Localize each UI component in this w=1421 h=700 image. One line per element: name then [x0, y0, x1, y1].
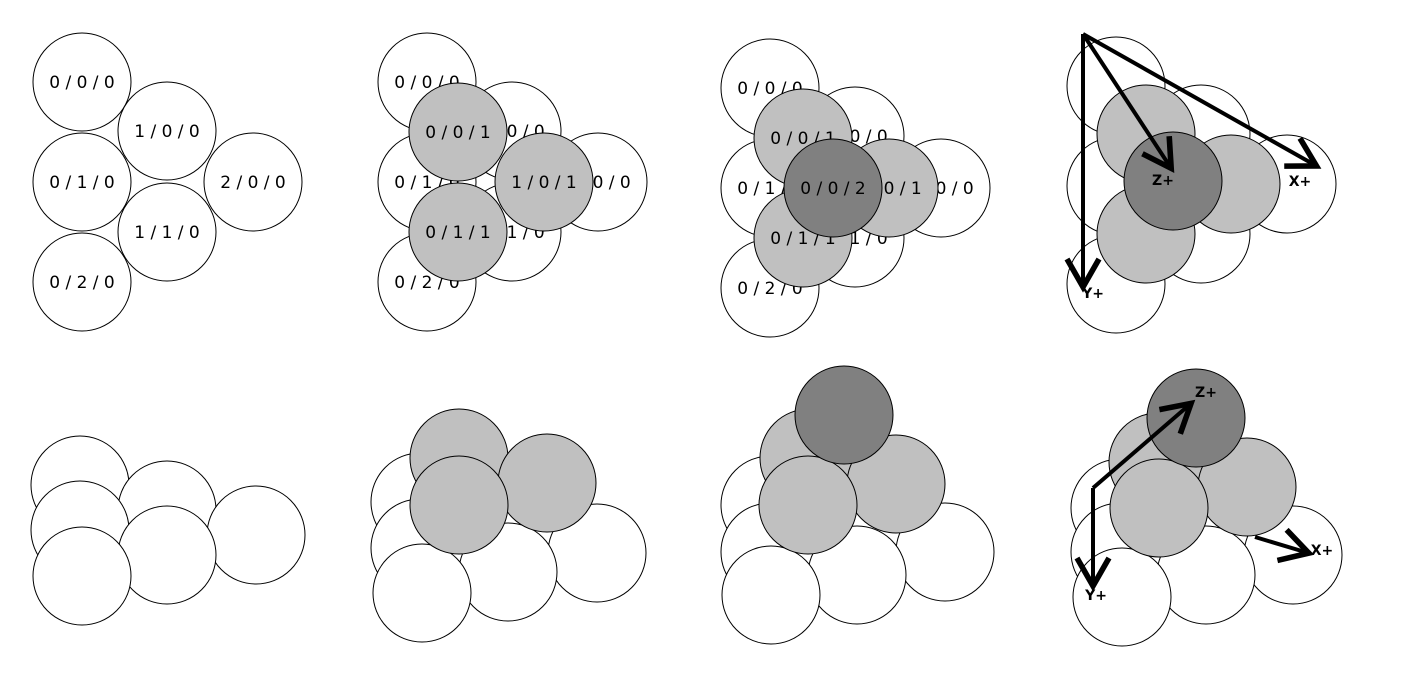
x-axis-arrow — [1254, 527, 1315, 564]
z-axis-label: Z+ — [1152, 173, 1174, 189]
sphere-layer-1 — [497, 433, 597, 533]
sphere-layer-0 — [32, 32, 132, 132]
sphere-label: 0 / 1 / 1 — [425, 223, 491, 243]
x-axis-label: X+ — [1311, 543, 1334, 559]
sphere-label: 1 / 0 / 0 — [134, 122, 200, 142]
z-axis-arrow — [1081, 32, 1175, 174]
sphere-layer-1 — [408, 182, 508, 282]
sphere-layer-0 — [206, 485, 306, 585]
panel-side-4: X+ Y+ Z+ — [1070, 368, 1343, 647]
sphere-layer-0 — [32, 526, 132, 626]
sphere-label: 2 / 0 / 0 — [220, 173, 286, 193]
z-axis-arrow — [1091, 399, 1196, 490]
sphere-layer-1 — [494, 132, 594, 232]
sphere-layer-0 — [117, 505, 217, 605]
sphere-layer-0 — [721, 545, 821, 645]
sphere-layer-1 — [758, 455, 858, 555]
sphere-layer-0 — [32, 232, 132, 332]
sphere-label: 0 / 1 / 0 — [49, 173, 115, 193]
panel-side-1 — [30, 435, 306, 626]
y-axis-label: Y+ — [1081, 286, 1104, 302]
sphere-layer-0 — [372, 543, 472, 643]
y-axis-label: Y+ — [1084, 588, 1107, 604]
panel-side-3 — [720, 365, 995, 645]
sphere-layer-2 — [783, 138, 883, 238]
sphere-layer-0 — [117, 182, 217, 282]
sphere-layer-0 — [32, 132, 132, 232]
sphere-label: 1 / 1 / 0 — [134, 223, 200, 243]
panels: 0 / 0 / 0 1 / 0 / 0 0 / 1 / 0 2 / 0 / 0 1 / … — [30, 32, 1343, 647]
sphere-layer-1 — [409, 455, 509, 555]
sphere-layer-2 — [1146, 368, 1246, 468]
sphere-layer-1 — [408, 82, 508, 182]
sphere-layer-2 — [794, 365, 894, 465]
sphere-label: 1 / 0 / 1 — [511, 173, 577, 193]
z-axis-label: Z+ — [1195, 385, 1217, 401]
sphere-label: 0 / 2 / 0 — [49, 273, 115, 293]
panel-side-2 — [370, 408, 647, 643]
sphere-label: 0 / 0 / 1 — [425, 123, 491, 143]
sphere-label: 0 / 0 / 0 — [49, 73, 115, 93]
x-axis-label: X+ — [1289, 174, 1312, 190]
sphere-label: 0 / 0 / 2 — [800, 179, 866, 199]
sphere-layer-0 — [117, 81, 217, 181]
sphere-layer-1 — [1109, 458, 1209, 558]
x-axis-arrow — [1082, 32, 1322, 169]
panel-top-1: 0 / 0 / 0 1 / 0 / 0 0 / 1 / 0 2 / 0 / 0 1 / … — [32, 32, 303, 332]
panel-top-4: X+ Y+ Z+ — [1064, 32, 1337, 334]
sphere-layer-0 — [203, 132, 303, 232]
